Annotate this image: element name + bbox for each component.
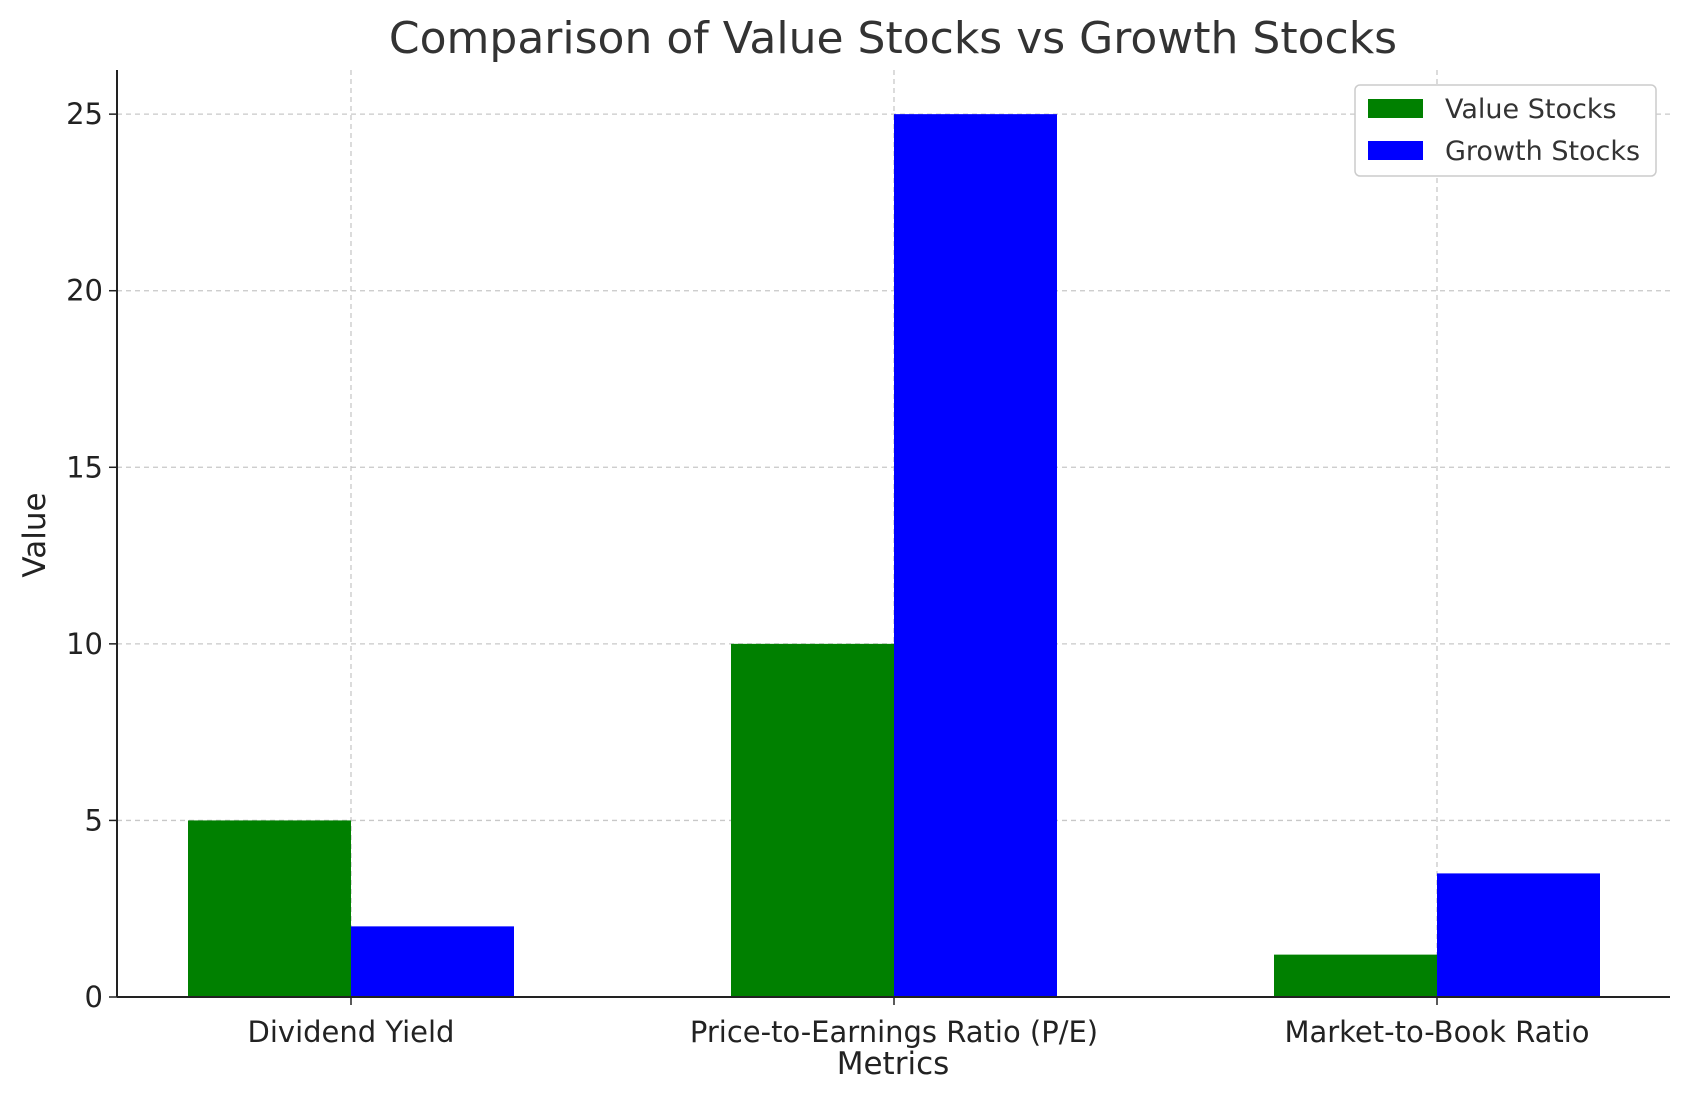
legend-label-growth-stocks: Growth Stocks [1445, 136, 1640, 167]
bars [188, 114, 1600, 997]
x-axis-label: Metrics [837, 1046, 950, 1082]
bar-growth-stocks [894, 114, 1057, 997]
y-tick-label: 25 [66, 97, 103, 131]
axes: 0 5 10 15 20 25 Dividend Yield Price-to-Earning… [66, 70, 1670, 1049]
x-tick-label: Dividend Yield [248, 1015, 455, 1049]
y-tick-label: 10 [66, 627, 103, 661]
bar-value-stocks [1274, 954, 1437, 997]
y-tick-label: 0 [85, 980, 103, 1014]
legend-swatch-growth-stocks [1368, 141, 1423, 160]
y-tick-label: 15 [66, 450, 103, 484]
legend-frame [1354, 84, 1657, 177]
legend: Value Stocks Growth Stocks [1354, 84, 1657, 177]
legend-label-value-stocks: Value Stocks [1445, 94, 1617, 125]
x-tick-label: Market-to-Book Ratio [1284, 1015, 1589, 1049]
x-tick-label: Price-to-Earnings Ratio (P/E) [690, 1015, 1098, 1049]
y-tick-label: 20 [66, 274, 103, 308]
bar-value-stocks [731, 643, 894, 997]
legend-swatch-value-stocks [1368, 99, 1423, 118]
bar-growth-stocks [351, 926, 514, 997]
bar-growth-stocks [1437, 873, 1600, 997]
chart-title: Comparison of Value Stocks vs Growth Sto… [389, 13, 1397, 64]
bar-value-stocks [188, 820, 351, 997]
y-axis-label: Value [17, 492, 53, 577]
y-tick-label: 5 [85, 803, 103, 837]
